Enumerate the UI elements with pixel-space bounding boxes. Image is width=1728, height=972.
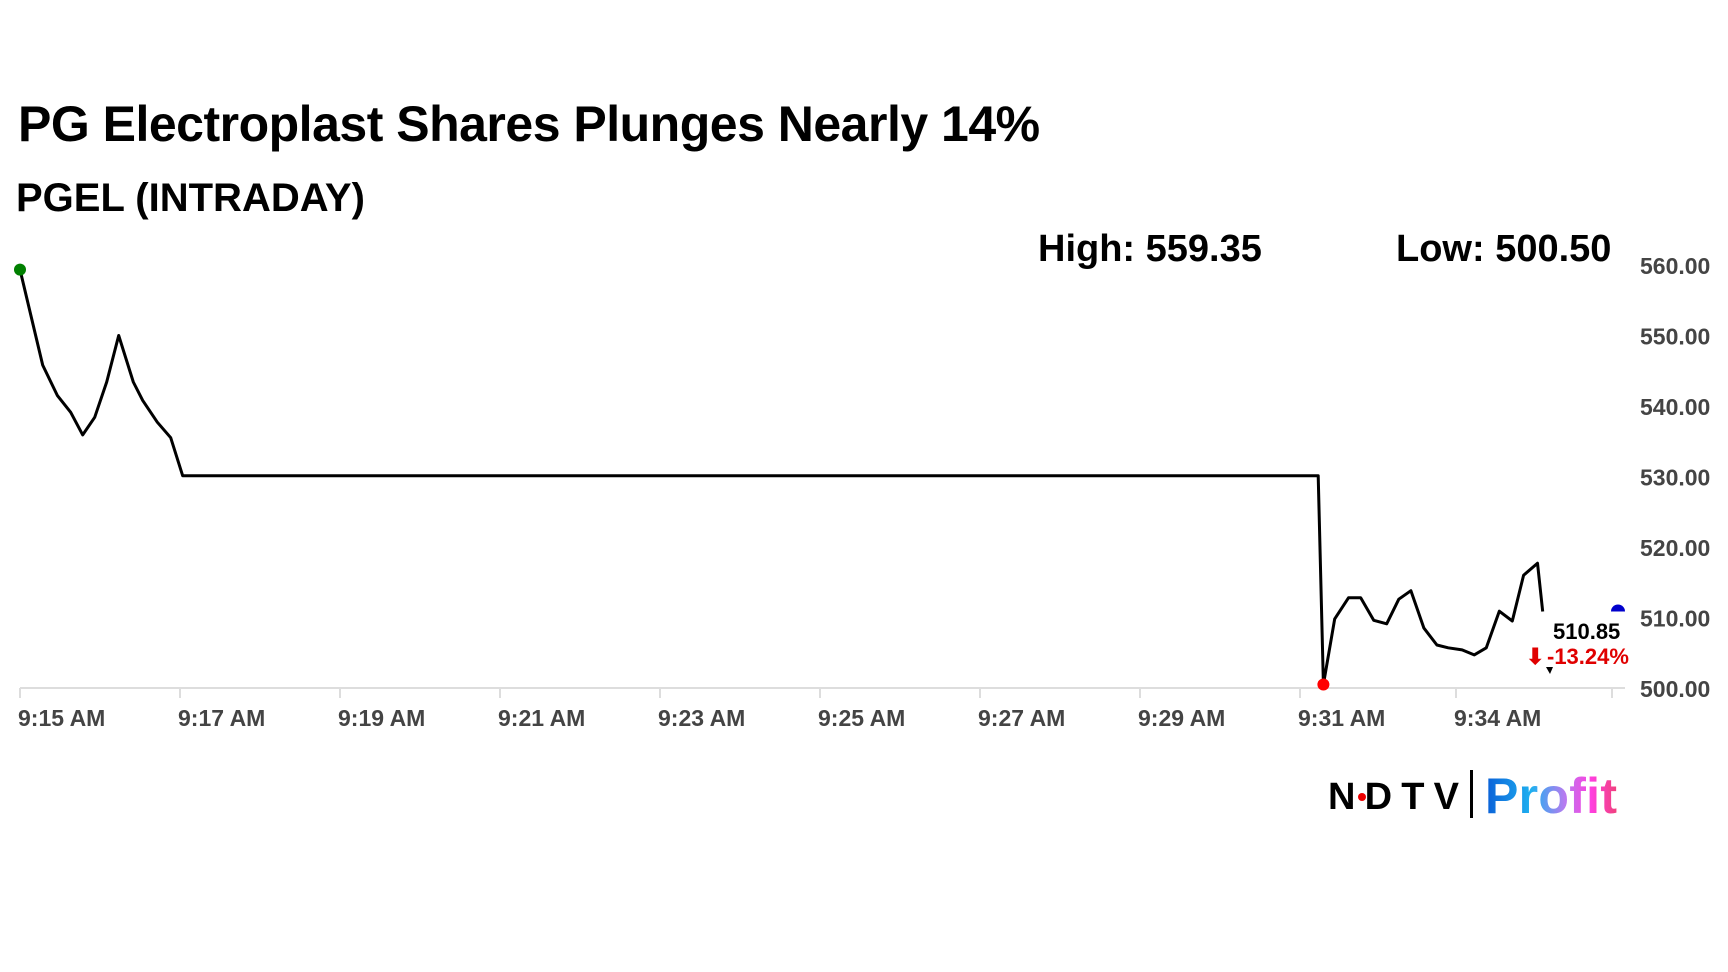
last-price-label: 510.85 — [1553, 619, 1620, 644]
high-label: High: 559.35 — [1038, 228, 1262, 270]
x-tick-label: 9:27 AM — [978, 705, 1065, 731]
last-point-pointer-icon — [1546, 667, 1553, 674]
logo-dot — [1358, 793, 1366, 801]
y-tick-label: 550.00 — [1640, 324, 1710, 350]
x-tick-label: 9:34 AM — [1454, 705, 1541, 731]
x-tick-label: 9:29 AM — [1138, 705, 1225, 731]
ndtv-profit-logo: NDTV Profit — [1328, 768, 1617, 824]
y-tick-label: 560.00 — [1640, 253, 1710, 279]
logo-profit: Profit — [1485, 768, 1617, 824]
y-tick-label: 510.00 — [1640, 606, 1710, 632]
x-tick-label: 9:19 AM — [338, 705, 425, 731]
logo-divider — [1470, 770, 1473, 818]
y-tick-label: 540.00 — [1640, 394, 1710, 420]
x-tick-label: 9:31 AM — [1298, 705, 1385, 731]
logo-ndtv: NDTV — [1328, 776, 1460, 818]
x-tick-label: 9:17 AM — [178, 705, 265, 731]
low-marker — [1317, 678, 1330, 691]
price-line — [18, 269, 1545, 686]
y-tick-label: 530.00 — [1640, 465, 1710, 491]
change-arrow-icon: ⬇ — [1526, 644, 1544, 669]
x-tick-label: 9:15 AM — [18, 705, 105, 731]
change-percent-label: -13.24% — [1547, 644, 1629, 669]
y-tick-label: 520.00 — [1640, 535, 1710, 561]
current-price-marker — [1611, 604, 1625, 612]
chart-title: PG Electroplast Shares Plunges Nearly 14… — [18, 96, 1040, 152]
x-tick-label: 9:23 AM — [658, 705, 745, 731]
x-tick-label: 9:25 AM — [818, 705, 905, 731]
x-tick-label: 9:21 AM — [498, 705, 585, 731]
start-marker — [14, 263, 26, 276]
y-tick-label: 500.00 — [1640, 676, 1710, 702]
low-label: Low: 500.50 — [1396, 228, 1612, 270]
chart-subtitle: PGEL (INTRADAY) — [16, 176, 365, 220]
